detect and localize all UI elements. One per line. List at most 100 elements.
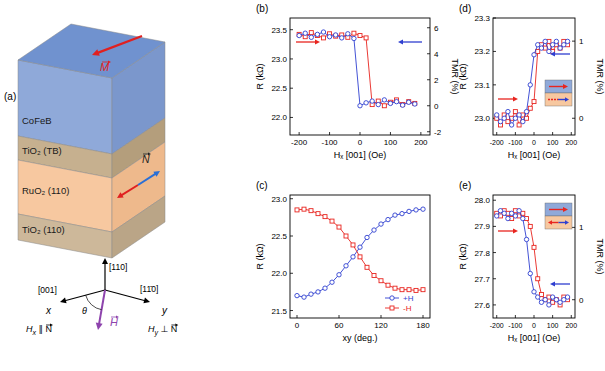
panel-label: (e) bbox=[459, 180, 471, 191]
diagram: (a)CoFeBTiO₂ (TB)RuO₂ (110)TiO₂ (110)MN[… bbox=[4, 24, 178, 337]
arrow-head bbox=[565, 220, 569, 224]
marker bbox=[495, 214, 499, 218]
marker bbox=[502, 116, 506, 120]
arrow-head bbox=[565, 97, 569, 101]
x-tick bbox=[381, 315, 382, 318]
x-tick bbox=[534, 315, 535, 318]
data-group bbox=[295, 207, 425, 299]
y-tick-label: 28.0 bbox=[474, 196, 490, 205]
inset-arrow bbox=[548, 99, 558, 100]
marker bbox=[309, 31, 313, 35]
x-tick-label: 100 bbox=[384, 138, 398, 147]
label: y bbox=[161, 305, 168, 316]
y-tick bbox=[290, 273, 293, 274]
y-axis-title: R (kΩ) bbox=[458, 63, 468, 89]
marker bbox=[406, 100, 410, 104]
y2-tick-label: 2 bbox=[434, 76, 439, 85]
marker bbox=[303, 31, 307, 35]
arrow bbox=[104, 263, 105, 290]
y-axis-title: R (kΩ) bbox=[255, 243, 265, 269]
x-tick-label: -100 bbox=[322, 138, 339, 147]
arrow-head bbox=[60, 298, 67, 304]
marker bbox=[528, 83, 532, 87]
y-tick bbox=[493, 252, 496, 253]
inset-layer bbox=[545, 203, 572, 216]
marker bbox=[498, 119, 502, 123]
y-tick-label: 27.6 bbox=[474, 301, 490, 310]
marker bbox=[413, 101, 417, 105]
marker bbox=[370, 99, 374, 103]
marker bbox=[364, 36, 368, 40]
marker bbox=[316, 212, 320, 216]
marker bbox=[554, 39, 558, 43]
angle-arc bbox=[86, 295, 102, 310]
marker bbox=[495, 113, 499, 117]
arrow bbox=[98, 36, 142, 53]
marker bbox=[358, 104, 362, 108]
chart: -200-100010020023.023.123.223.301TMR (%)… bbox=[458, 3, 605, 160]
marker bbox=[536, 49, 540, 53]
label: [001] bbox=[38, 285, 57, 295]
label-after: ∥ N bbox=[36, 324, 52, 334]
legend-marker bbox=[390, 296, 394, 300]
y2-axis-title: TMR (%) bbox=[595, 59, 605, 95]
x-tick-label: 200 bbox=[565, 322, 577, 329]
marker bbox=[393, 286, 397, 290]
marker bbox=[340, 36, 344, 40]
x-tick-label: 0 bbox=[532, 139, 536, 146]
y-tick-label: 23.0 bbox=[271, 195, 287, 204]
marker bbox=[364, 101, 368, 105]
marker bbox=[407, 209, 411, 213]
series-line bbox=[299, 32, 415, 106]
arrow-head bbox=[116, 315, 119, 318]
arrow-head bbox=[50, 323, 53, 326]
arrow bbox=[554, 283, 570, 284]
marker bbox=[358, 255, 362, 259]
marker bbox=[414, 288, 418, 292]
marker bbox=[372, 228, 376, 232]
x-tick bbox=[515, 315, 516, 318]
y2-tick bbox=[427, 53, 430, 54]
label: [11̄0] bbox=[140, 284, 158, 294]
x-axis-title: Hₓ [001] (Oe) bbox=[508, 333, 560, 343]
marker bbox=[386, 217, 390, 221]
marker bbox=[352, 31, 356, 35]
marker bbox=[358, 245, 362, 249]
arrow-head bbox=[550, 52, 555, 57]
arrow-head bbox=[117, 192, 124, 198]
y-tick-label: 22.5 bbox=[271, 84, 287, 93]
y2-tick bbox=[572, 41, 575, 42]
x-tick bbox=[552, 315, 553, 318]
inset-layer bbox=[545, 80, 572, 93]
marker bbox=[407, 100, 411, 104]
arrow bbox=[498, 230, 514, 231]
y-tick bbox=[493, 226, 496, 227]
y2-tick-label: 4 bbox=[434, 50, 439, 59]
x-tick-label: -200 bbox=[490, 139, 504, 146]
marker bbox=[297, 33, 301, 37]
arrow-head bbox=[153, 171, 160, 177]
y-tick-label: 27.8 bbox=[474, 249, 490, 258]
arrow-head bbox=[315, 40, 320, 45]
y-tick bbox=[493, 304, 496, 305]
x-tick bbox=[496, 315, 497, 318]
marker bbox=[316, 290, 320, 294]
y-axis-title: R (kΩ) bbox=[458, 243, 468, 269]
x-tick-label: -200 bbox=[291, 138, 308, 147]
marker bbox=[358, 34, 362, 38]
y-tick bbox=[493, 278, 496, 279]
label: x bbox=[45, 305, 52, 316]
marker bbox=[517, 113, 521, 117]
marker bbox=[400, 103, 404, 107]
marker bbox=[407, 288, 411, 292]
inset-layer bbox=[545, 216, 572, 229]
arrow-head bbox=[92, 49, 100, 56]
marker bbox=[421, 207, 425, 211]
marker bbox=[365, 265, 369, 269]
panel-label: (d) bbox=[459, 3, 471, 14]
marker bbox=[376, 102, 380, 106]
marker bbox=[543, 39, 547, 43]
legend-label: -H bbox=[403, 304, 412, 313]
marker bbox=[513, 116, 517, 120]
y-tick bbox=[493, 51, 496, 52]
